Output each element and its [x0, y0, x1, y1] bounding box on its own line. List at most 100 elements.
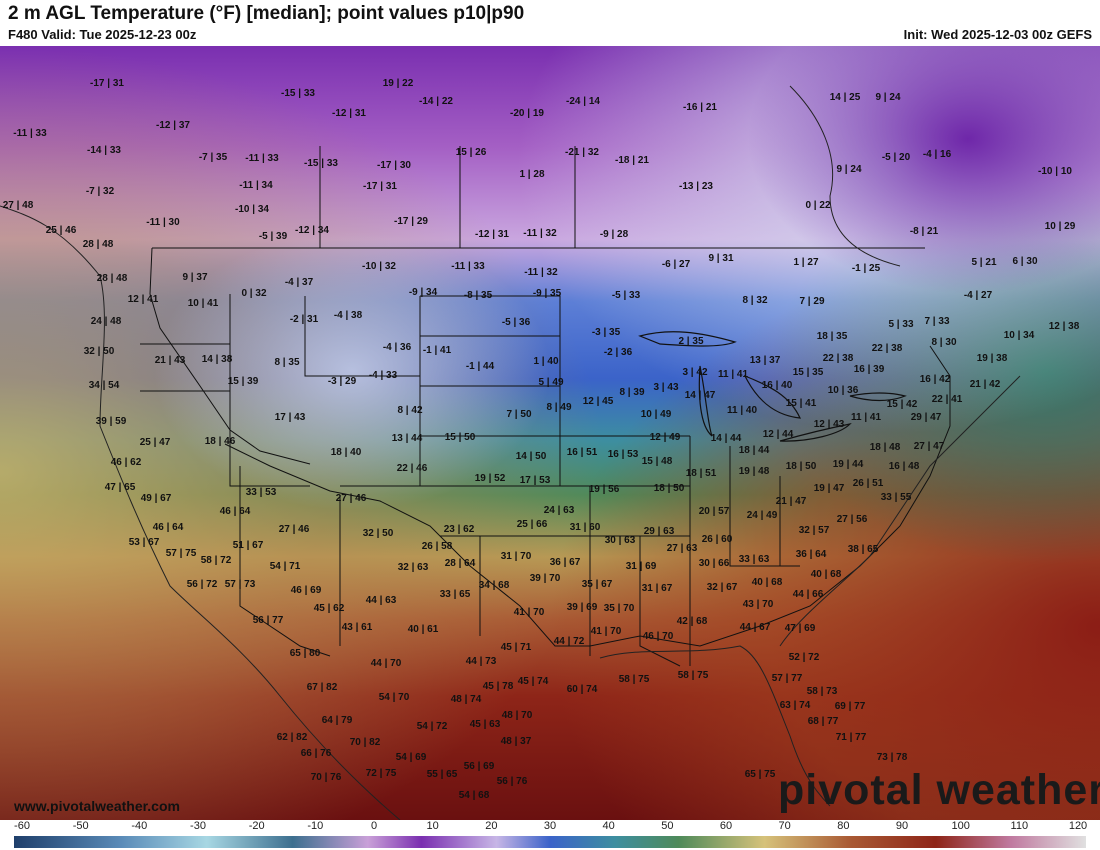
point-value: -18 | 21 — [615, 155, 649, 166]
point-value: -5 | 36 — [502, 317, 531, 328]
point-value: 27 | 63 — [667, 543, 698, 554]
point-value: 27 | 46 — [336, 493, 367, 504]
west-coast-line — [149, 247, 311, 465]
point-value: -17 | 30 — [377, 160, 411, 171]
point-value: 58 | 75 — [619, 674, 650, 685]
point-value: 15 | 48 — [642, 456, 673, 467]
point-value: 32 | 57 — [799, 525, 830, 536]
point-value: 19 | 48 — [739, 466, 770, 477]
point-value: 2 | 35 — [678, 336, 703, 347]
point-value: -10 | 10 — [1038, 166, 1072, 177]
point-value: -1 | 44 — [466, 361, 495, 372]
lake-superior — [638, 331, 737, 347]
point-value: -9 | 35 — [533, 288, 562, 299]
point-value: 1 | 27 — [793, 257, 818, 268]
point-value: 24 | 63 — [544, 505, 575, 516]
point-value: 15 | 26 — [456, 147, 487, 158]
lake-erie — [779, 423, 852, 442]
point-value: 26 | 60 — [702, 534, 733, 545]
point-value: 45 | 74 — [518, 676, 549, 687]
point-value: 18 | 48 — [870, 442, 901, 453]
point-value: 18 | 50 — [654, 483, 685, 494]
point-value: 10 | 34 — [1004, 330, 1035, 341]
point-value: 47 | 69 — [785, 623, 816, 634]
point-value: 12 | 43 — [814, 419, 845, 430]
rockies-cold-shading — [0, 46, 1100, 820]
header: 2 m AGL Temperature (°F) [median]; point… — [0, 0, 1100, 46]
point-value: 57 | 73 — [225, 579, 256, 590]
point-value: 52 | 72 — [789, 652, 820, 663]
point-value: 28 | 48 — [83, 239, 114, 250]
point-value: 42 | 68 — [677, 616, 708, 627]
point-value: -11 | 33 — [245, 153, 279, 164]
point-value: 14 | 38 — [202, 354, 233, 365]
point-value: 15 | 41 — [786, 398, 817, 409]
point-value: 22 | 38 — [872, 343, 903, 354]
point-value: -1 | 41 — [423, 345, 452, 356]
point-value: 41 | 70 — [514, 607, 545, 618]
point-value: -8 | 21 — [910, 226, 939, 237]
point-value: 15 | 35 — [793, 367, 824, 378]
point-value: 17 | 53 — [520, 475, 551, 486]
point-value: 15 | 39 — [228, 376, 259, 387]
point-value: 8 | 42 — [397, 405, 422, 416]
scale-tick-label: 20 — [485, 820, 498, 832]
point-value: 48 | 70 — [502, 710, 533, 721]
point-value: -2 | 31 — [290, 314, 319, 325]
point-value: -1 | 25 — [852, 263, 881, 274]
scale-tick-label: 30 — [543, 820, 557, 832]
point-value: 33 | 53 — [246, 487, 277, 498]
scale-tick-label: 50 — [661, 820, 674, 832]
point-value: -17 | 31 — [363, 181, 397, 192]
point-value: -15 | 33 — [304, 158, 338, 169]
point-value: 20 | 57 — [699, 506, 730, 517]
point-value: 16 | 48 — [889, 461, 920, 472]
point-value: -11 | 33 — [451, 261, 485, 272]
point-value: 8 | 35 — [274, 357, 299, 368]
point-value: 39 | 59 — [96, 416, 127, 427]
point-value: 31 | 60 — [570, 522, 601, 533]
point-value: 31 | 67 — [642, 583, 673, 594]
coastlines — [0, 85, 1021, 820]
point-value: 58 | 73 — [807, 686, 838, 697]
point-value: 5 | 21 — [971, 257, 996, 268]
point-value: 56 | 69 — [464, 761, 495, 772]
point-value: 8 | 30 — [931, 337, 956, 348]
lake-huron — [743, 374, 801, 419]
point-value: 39 | 69 — [567, 602, 598, 613]
point-value: -14 | 22 — [419, 96, 453, 107]
point-value: -12 | 34 — [295, 225, 329, 236]
point-value: 1 | 28 — [519, 169, 544, 180]
point-value: 54 | 72 — [417, 721, 448, 732]
point-value: 63 | 74 — [780, 700, 811, 711]
point-value: 36 | 67 — [550, 557, 581, 568]
point-value: 18 | 51 — [686, 468, 717, 479]
point-value: -2 | 36 — [604, 347, 633, 358]
point-value: 48 | 74 — [451, 694, 482, 705]
point-value: 18 | 46 — [205, 436, 236, 447]
point-value: 15 | 50 — [445, 432, 476, 443]
point-value: 9 | 37 — [182, 272, 207, 283]
point-value: 49 | 67 — [141, 493, 172, 504]
point-value: 68 | 77 — [808, 716, 839, 727]
valid-time: F480 Valid: Tue 2025-12-23 00z — [8, 27, 197, 42]
point-value: 3 | 43 — [653, 382, 678, 393]
point-value: 34 | 54 — [89, 380, 120, 391]
great-lakes — [638, 331, 907, 442]
point-value: 19 | 44 — [833, 459, 864, 470]
point-value: 41 | 70 — [591, 626, 622, 637]
political-boundaries — [140, 146, 951, 667]
point-value: 14 | 47 — [685, 390, 716, 401]
point-value: -10 | 34 — [235, 204, 269, 215]
website-url: www.pivotalweather.com — [14, 798, 180, 814]
point-value: 27 | 48 — [3, 200, 34, 211]
color-scale-bar — [14, 836, 1086, 848]
point-value: 14 | 44 — [711, 433, 742, 444]
point-value: 16 | 51 — [567, 447, 598, 458]
point-value: 33 | 63 — [739, 554, 770, 565]
point-value: 56 | 77 — [253, 615, 284, 626]
point-value: 9 | 24 — [836, 164, 861, 175]
point-value: 66 | 76 — [301, 748, 332, 759]
point-value: 29 | 47 — [911, 412, 942, 423]
point-value: 32 | 63 — [398, 562, 429, 573]
